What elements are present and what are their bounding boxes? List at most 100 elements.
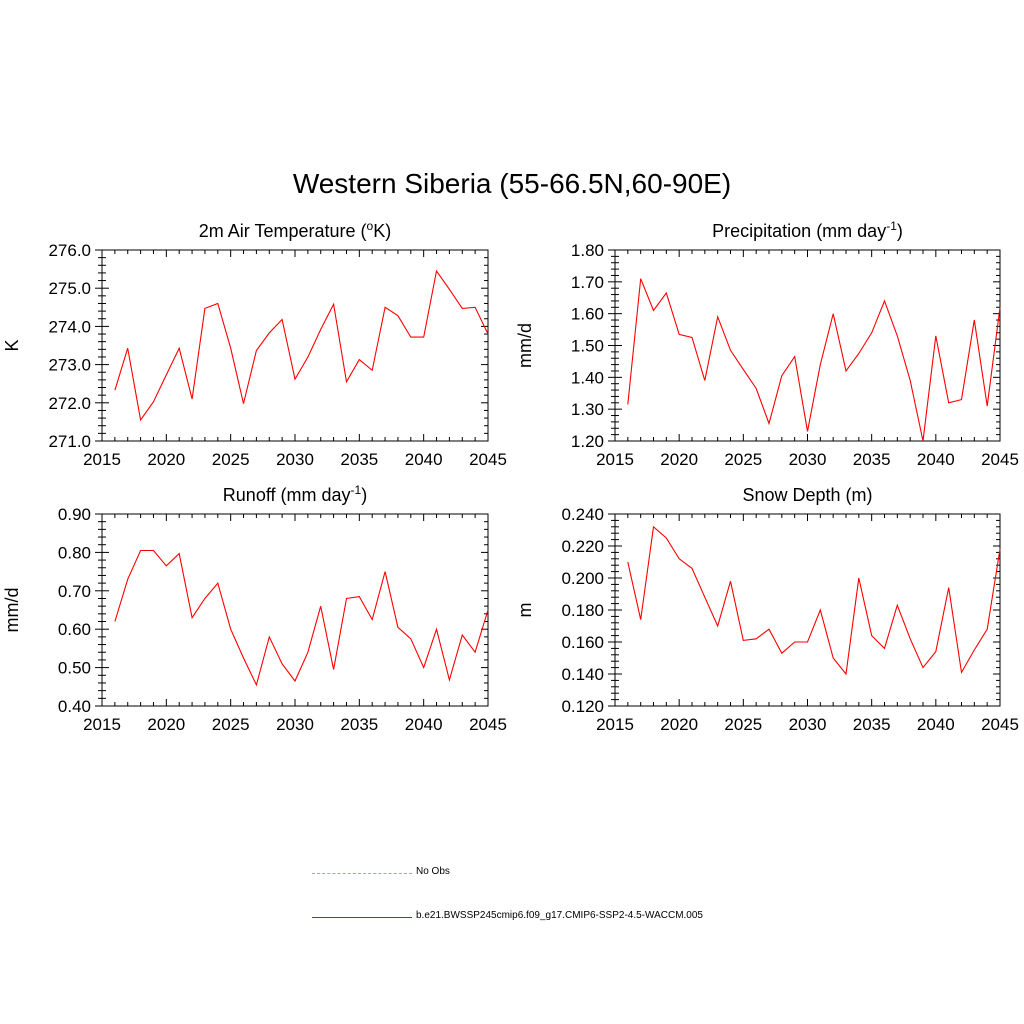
y-tick-label: 272.0 xyxy=(48,394,91,413)
x-tick-label: 2045 xyxy=(981,450,1019,469)
panel-title-unit: ( xyxy=(361,221,367,241)
data-point xyxy=(820,364,821,365)
x-tick-label: 2030 xyxy=(276,715,314,734)
data-point xyxy=(768,423,769,424)
data-point xyxy=(410,638,411,639)
data-point xyxy=(999,549,1000,550)
data-point xyxy=(756,638,757,639)
data-point xyxy=(333,669,334,670)
data-point xyxy=(666,292,667,293)
data-point xyxy=(897,335,898,336)
panel-title-unit: (mm day xyxy=(281,485,351,505)
data-point xyxy=(884,300,885,301)
data-point xyxy=(910,638,911,639)
x-tick-label: 2015 xyxy=(83,715,121,734)
data-point xyxy=(256,684,257,685)
data-point xyxy=(691,337,692,338)
data-point xyxy=(756,388,757,389)
data-point xyxy=(384,571,385,572)
data-point xyxy=(627,404,628,405)
data-point xyxy=(922,667,923,668)
data-point xyxy=(987,405,988,406)
data-point xyxy=(974,319,975,320)
x-tick-label: 2040 xyxy=(917,715,955,734)
y-tick-label: 0.120 xyxy=(561,697,604,716)
data-point xyxy=(833,657,834,658)
data-point xyxy=(359,359,360,360)
panel-title-unit: ) xyxy=(897,221,903,241)
data-point xyxy=(269,636,270,637)
x-tick-label: 2040 xyxy=(405,715,443,734)
data-point xyxy=(743,640,744,641)
x-tick-label: 2025 xyxy=(212,450,250,469)
data-point xyxy=(858,577,859,578)
chart-panel-3: 2015 2020 2025 2030 2035 2040 2045 0.40 0.50 0.60… xyxy=(2,483,507,734)
data-point xyxy=(704,380,705,381)
series-line xyxy=(114,269,489,422)
plot-frame xyxy=(101,513,489,707)
panel-title-unit: K) xyxy=(373,221,391,241)
panel-title: 2m Air Temperature (oK) xyxy=(199,219,391,241)
data-point xyxy=(999,307,1000,308)
x-tick-label: 2035 xyxy=(853,715,891,734)
data-point xyxy=(987,629,988,630)
y-tick-label: 0.90 xyxy=(58,505,91,524)
panel-title-unit-sup: o xyxy=(367,219,374,233)
data-point xyxy=(704,597,705,598)
data-point xyxy=(627,561,628,562)
y-tick-label: 0.200 xyxy=(561,569,604,588)
data-point xyxy=(153,401,154,402)
data-point xyxy=(910,380,911,381)
x-tick-label: 2020 xyxy=(147,450,185,469)
panel-title-unit-sup: -1 xyxy=(351,483,362,497)
y-tick-label: 0.70 xyxy=(58,582,91,601)
y-tick-label: 276.0 xyxy=(48,241,91,260)
panel-title-text: Snow Depth xyxy=(742,485,845,505)
data-point xyxy=(166,374,167,375)
x-tick-label: 2015 xyxy=(596,715,634,734)
data-point xyxy=(372,619,373,620)
x-tick-label: 2035 xyxy=(340,715,378,734)
data-point xyxy=(487,333,488,334)
x-tick-label: 2045 xyxy=(469,715,507,734)
data-point xyxy=(243,657,244,658)
plot-frame xyxy=(614,513,1001,707)
data-point xyxy=(384,307,385,308)
data-point xyxy=(114,621,115,622)
data-point xyxy=(294,680,295,681)
data-point xyxy=(820,609,821,610)
x-tick-label: 2015 xyxy=(83,450,121,469)
panel-title-unit-sup: -1 xyxy=(886,219,897,233)
data-point xyxy=(191,398,192,399)
y-tick-label: 0.50 xyxy=(58,659,91,678)
panel-title-text: 2m Air Temperature xyxy=(199,221,361,241)
data-point xyxy=(653,310,654,311)
data-point xyxy=(449,679,450,680)
data-point xyxy=(294,379,295,380)
data-point xyxy=(679,558,680,559)
data-point xyxy=(204,598,205,599)
data-point xyxy=(346,598,347,599)
y-tick-label: 0.40 xyxy=(58,697,91,716)
data-point xyxy=(961,399,962,400)
data-point xyxy=(307,652,308,653)
data-point xyxy=(153,550,154,551)
chart-panel-1: 2015 2020 2025 2030 2035 2040 2045 271.0 272.0 27… xyxy=(2,219,507,469)
data-point xyxy=(191,617,192,618)
y-tick-label: 1.70 xyxy=(571,273,604,292)
data-point xyxy=(845,370,846,371)
data-point xyxy=(462,634,463,635)
data-point xyxy=(436,270,437,271)
data-point xyxy=(884,648,885,649)
legend-swatch-dashed xyxy=(312,873,412,874)
x-tick-label: 2045 xyxy=(469,450,507,469)
panel-title: Precipitation (mm day-1) xyxy=(712,219,903,241)
data-point xyxy=(807,641,808,642)
y-tick-label: 1.60 xyxy=(571,305,604,324)
data-point xyxy=(475,307,476,308)
panel-title-unit: ) xyxy=(361,485,367,505)
y-tick-label: 271.0 xyxy=(48,432,91,451)
data-point xyxy=(730,581,731,582)
panel-title-unit: (m) xyxy=(846,485,873,505)
x-tick-label: 2030 xyxy=(789,450,827,469)
